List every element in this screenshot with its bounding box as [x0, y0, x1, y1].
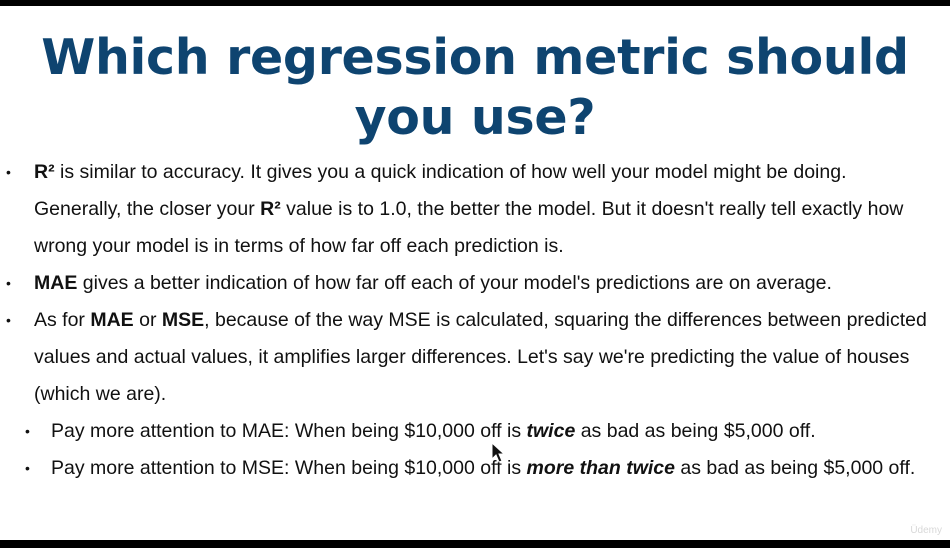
bullet-emphasis: R² — [34, 161, 55, 183]
bullet-text-segment: as bad as being $5,000 off. — [575, 420, 816, 442]
bullet-emphasis: twice — [526, 420, 576, 442]
bullet-text-segment: Pay more attention to MAE: When being $1… — [51, 420, 527, 442]
bullet-dot: • — [25, 423, 30, 439]
bullet-text-mae-mse: As for MAE or MSE, because of the way MS… — [0, 302, 950, 413]
bullet-text-segment: or — [133, 309, 162, 331]
sub-bullet-item: • Pay more attention to MAE: When being … — [0, 413, 950, 450]
sub-bullet-item: • Pay more attention to MSE: When being … — [0, 450, 950, 487]
bullet-emphasis: MSE — [161, 309, 205, 331]
bullet-emphasis: R² — [260, 198, 281, 220]
bullet-text-segment: , because of the way MSE is calculated, … — [34, 309, 927, 405]
bullet-text-segment: as bad as being $5,000 off. — [674, 457, 916, 479]
bullet-text-segment: value is to 1.0, the better the model. B… — [34, 198, 904, 257]
bullet-item: • As for MAE or MSE, because of the way … — [0, 302, 950, 413]
bullet-item: • R² is similar to accuracy. It gives yo… — [0, 154, 950, 265]
sub-bullet-text-mse: Pay more attention to MSE: When being $1… — [0, 450, 950, 487]
bullet-dot: • — [6, 164, 11, 180]
bullet-emphasis: more than twice — [526, 457, 675, 479]
slide-content: • R² is similar to accuracy. It gives yo… — [0, 154, 950, 487]
bullet-dot: • — [6, 312, 11, 328]
bullet-text-r2: R² is similar to accuracy. It gives you … — [0, 154, 950, 265]
slide: Which regression metric should you use? … — [0, 6, 950, 540]
sub-bullet-text-mae: Pay more attention to MAE: When being $1… — [0, 413, 950, 450]
bullet-dot: • — [6, 275, 11, 291]
bullet-text-segment: As for — [34, 309, 91, 331]
bullet-dot: • — [25, 460, 30, 476]
bullet-text-mae: MAE gives a better indication of how far… — [0, 265, 950, 302]
bullet-item: • MAE gives a better indication of how f… — [0, 265, 950, 302]
bullet-text-segment: is similar to accuracy. It gives you a q… — [34, 161, 847, 220]
bullet-emphasis: MAE — [90, 309, 134, 331]
bullet-text-segment: Pay more attention to MSE: When being $1… — [51, 457, 527, 479]
bullet-text-segment: gives a better indication of how far off… — [77, 272, 832, 294]
udemy-watermark: Üdemy — [910, 525, 942, 536]
bullet-emphasis: MAE — [34, 272, 78, 294]
mouse-cursor-icon — [491, 442, 506, 463]
slide-title: Which regression metric should you use? — [41, 29, 909, 146]
